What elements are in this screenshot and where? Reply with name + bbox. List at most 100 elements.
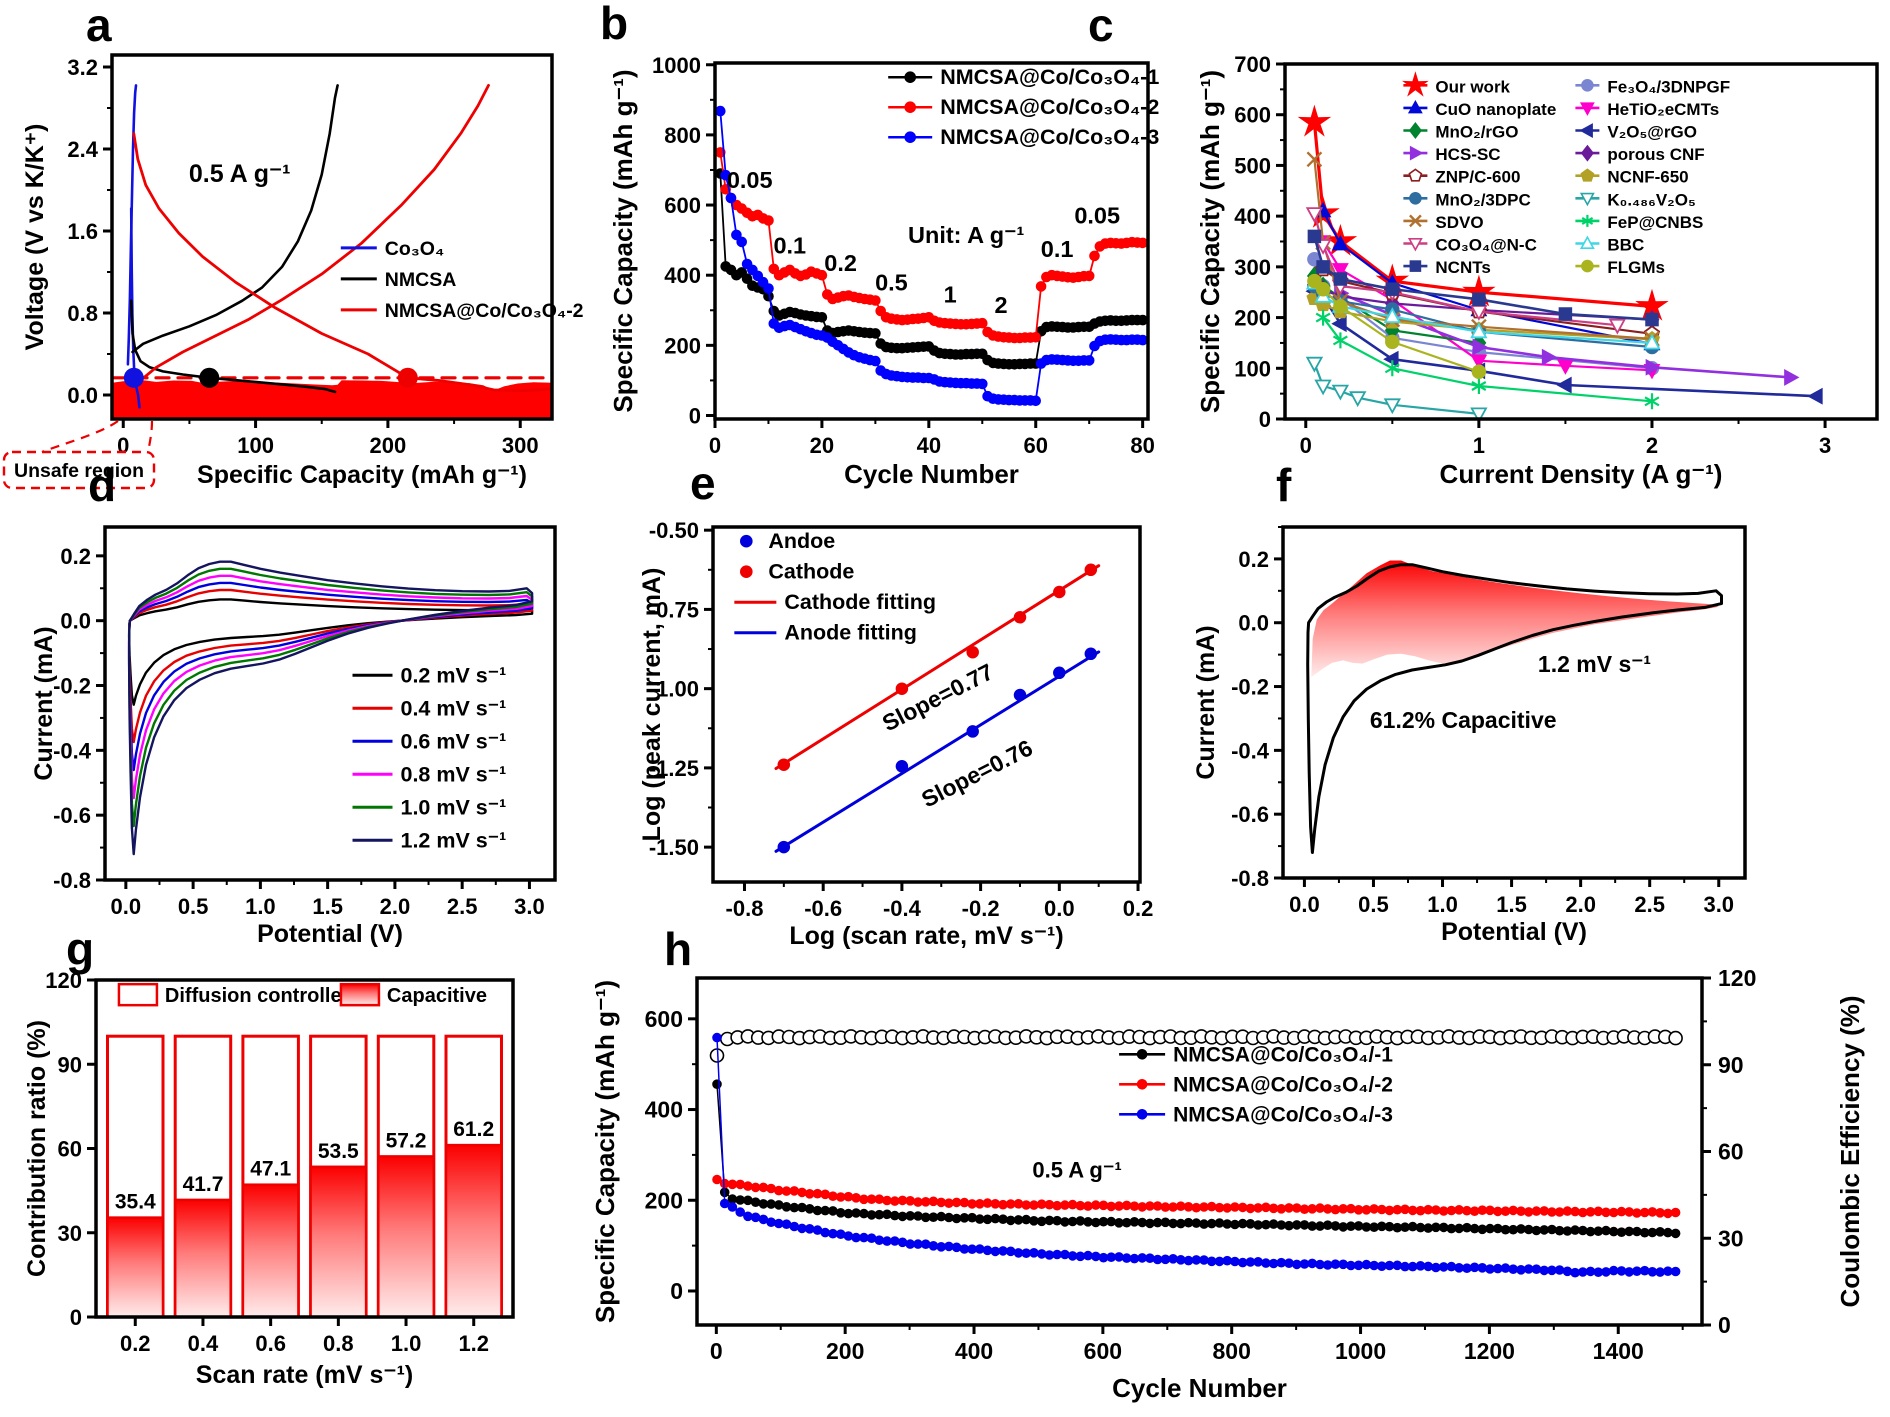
- svg-text:Specific Capacity (mAh g⁻¹): Specific Capacity (mAh g⁻¹): [197, 461, 527, 489]
- svg-text:0.1: 0.1: [1041, 236, 1074, 262]
- svg-text:Contribution ratio (%): Contribution ratio (%): [23, 1020, 51, 1277]
- svg-text:90: 90: [58, 1052, 82, 1077]
- svg-text:SDVO: SDVO: [1435, 213, 1483, 232]
- panel-e-chart: -0.8 -0.6 -0.4 -0.2 0.0 0.2 -0.50 -0.75 -1.00 -1.…: [638, 518, 1153, 950]
- svg-text:0: 0: [709, 433, 721, 458]
- svg-text:NMCSA@Co/Co₃O₄/-2: NMCSA@Co/Co₃O₄/-2: [1173, 1073, 1393, 1096]
- svg-text:1.0: 1.0: [245, 894, 276, 919]
- svg-text:-0.2: -0.2: [962, 896, 1000, 921]
- svg-text:2.4: 2.4: [67, 137, 98, 162]
- panel-letter-h: h: [664, 923, 693, 975]
- svg-text:0.0: 0.0: [1044, 896, 1075, 921]
- svg-text:0: 0: [1718, 1312, 1731, 1338]
- svg-text:Log (peak current, mA): Log (peak current, mA): [638, 568, 666, 842]
- svg-text:NMCSA@Co/Co₃O₄/-3: NMCSA@Co/Co₃O₄/-3: [1173, 1103, 1393, 1126]
- panel-h-chart: 0 200 400 600 800 1000 1200 1400 0 200 400 600 0 30 60…: [590, 965, 1865, 1403]
- svg-text:90: 90: [1718, 1052, 1744, 1078]
- svg-text:Diffusion controlled: Diffusion controlled: [165, 985, 354, 1007]
- svg-text:47.1: 47.1: [250, 1158, 291, 1181]
- panel-a-chart: 0 100 200 300 0.0 0.8 1.6 2.4 3.2 Specific Capaci…: [2, 53, 584, 490]
- panel-g-chart: 35.4 41.7 47.1 53.5 57.2 61.2 0.2 0.4 0.6 0.8 1.0 1…: [23, 968, 515, 1389]
- panel-d: 0.0 0.5 1.0 1.5 2.0 2.5 3.0 0.2 0.0 -0.2 -0.4 -0.6 -…: [15, 470, 575, 970]
- panel-d-chart: 0.0 0.5 1.0 1.5 2.0 2.5 3.0 0.2 0.0 -0.2 -0.4 -0.6 -…: [30, 525, 557, 948]
- panel-letter-b: b: [600, 0, 629, 49]
- svg-text:BBC: BBC: [1607, 236, 1644, 255]
- svg-text:0.0: 0.0: [1289, 892, 1320, 917]
- svg-text:0.2: 0.2: [1238, 547, 1269, 572]
- svg-text:ZNP/C-600: ZNP/C-600: [1435, 168, 1520, 187]
- svg-text:Current Density (A g⁻¹): Current Density (A g⁻¹): [1440, 459, 1723, 489]
- svg-text:Current (mA): Current (mA): [1192, 625, 1220, 779]
- svg-text:1.2 mV s⁻¹: 1.2 mV s⁻¹: [1538, 651, 1651, 677]
- svg-text:1.2 mV s⁻¹: 1.2 mV s⁻¹: [401, 828, 507, 852]
- panel-e: -0.8 -0.6 -0.4 -0.2 0.0 0.2 -0.50 -0.75 -1.00 -1.…: [630, 470, 1153, 975]
- svg-text:-0.2: -0.2: [1231, 675, 1269, 700]
- svg-text:30: 30: [1718, 1225, 1744, 1251]
- svg-text:HCS-SC: HCS-SC: [1435, 145, 1500, 164]
- svg-text:Our work: Our work: [1435, 77, 1510, 96]
- svg-text:-0.8: -0.8: [1231, 866, 1269, 891]
- svg-text:300: 300: [502, 433, 539, 458]
- svg-text:80: 80: [1130, 433, 1154, 458]
- svg-text:Coulombic Efficiency (%): Coulombic Efficiency (%): [1835, 995, 1865, 1307]
- svg-text:0.6: 0.6: [255, 1331, 286, 1356]
- svg-text:100: 100: [1234, 356, 1271, 381]
- svg-text:1: 1: [1473, 433, 1485, 458]
- svg-text:Specific Capacity (mAh g⁻¹): Specific Capacity (mAh g⁻¹): [590, 980, 620, 1323]
- svg-text:0: 0: [70, 1305, 82, 1330]
- svg-text:Specific Capacity (mAh g⁻¹): Specific Capacity (mAh g⁻¹): [608, 69, 638, 412]
- svg-text:Unsafe region: Unsafe region: [14, 460, 144, 482]
- svg-text:600: 600: [1234, 103, 1271, 128]
- svg-text:0.4: 0.4: [188, 1331, 219, 1356]
- svg-text:60: 60: [58, 1137, 82, 1162]
- svg-text:0.0: 0.0: [67, 383, 98, 408]
- svg-text:0: 0: [1300, 433, 1312, 458]
- svg-text:Cycle Number: Cycle Number: [844, 459, 1019, 489]
- svg-text:40: 40: [917, 433, 941, 458]
- svg-text:CuO nanoplate: CuO nanoplate: [1435, 100, 1556, 119]
- svg-text:FeP@CNBS: FeP@CNBS: [1607, 213, 1703, 232]
- svg-text:120: 120: [45, 968, 82, 993]
- svg-text:Potential (V): Potential (V): [257, 920, 403, 948]
- svg-text:200: 200: [645, 1187, 683, 1213]
- svg-text:2: 2: [994, 292, 1007, 318]
- svg-text:-1.25: -1.25: [649, 756, 699, 781]
- svg-text:0: 0: [710, 1338, 723, 1364]
- svg-text:Anode fitting: Anode fitting: [784, 621, 917, 645]
- panel-b: 0 20 40 60 80 0 200 400 600 800 1000 Cycle Number Sp…: [563, 0, 1159, 505]
- svg-text:700: 700: [1234, 52, 1271, 77]
- svg-text:V₂O₅@rGO: V₂O₅@rGO: [1607, 123, 1697, 142]
- svg-text:0.5 A g⁻¹: 0.5 A g⁻¹: [189, 160, 291, 188]
- svg-text:0: 0: [1259, 407, 1271, 432]
- svg-text:2: 2: [1646, 433, 1658, 458]
- svg-text:0.5 A g⁻¹: 0.5 A g⁻¹: [1032, 1158, 1121, 1183]
- svg-text:800: 800: [1213, 1338, 1251, 1364]
- svg-text:NCNTs: NCNTs: [1435, 258, 1490, 277]
- svg-text:0.8: 0.8: [323, 1331, 354, 1356]
- svg-text:0.5: 0.5: [1358, 892, 1389, 917]
- svg-text:-0.8: -0.8: [726, 896, 764, 921]
- svg-text:0: 0: [670, 1278, 683, 1304]
- svg-text:Andoe: Andoe: [768, 529, 835, 553]
- svg-text:1.5: 1.5: [312, 894, 343, 919]
- svg-text:CO₃O₄@N-C: CO₃O₄@N-C: [1435, 236, 1536, 255]
- svg-text:800: 800: [664, 123, 701, 148]
- svg-text:-0.4: -0.4: [53, 738, 92, 763]
- svg-text:0.2: 0.2: [60, 544, 91, 569]
- svg-text:0: 0: [689, 403, 701, 428]
- svg-text:0.2: 0.2: [120, 1331, 151, 1356]
- panel-letter-e: e: [690, 457, 716, 509]
- svg-text:2.5: 2.5: [1634, 892, 1665, 917]
- svg-text:-1.50: -1.50: [649, 835, 699, 860]
- svg-text:0.5: 0.5: [875, 270, 908, 296]
- svg-text:1.5: 1.5: [1496, 892, 1527, 917]
- svg-text:3.2: 3.2: [67, 55, 98, 80]
- svg-text:HeTiO₂eCMTs: HeTiO₂eCMTs: [1607, 100, 1719, 119]
- svg-text:Capacitive: Capacitive: [387, 985, 487, 1007]
- svg-text:-0.6: -0.6: [804, 896, 842, 921]
- svg-text:200: 200: [370, 433, 407, 458]
- svg-text:300: 300: [1234, 255, 1271, 280]
- svg-text:Log (scan rate, mV s⁻¹): Log (scan rate, mV s⁻¹): [789, 922, 1063, 950]
- panel-a: 0 100 200 300 0.0 0.8 1.6 2.4 3.2 Specific Capaci…: [0, 0, 584, 505]
